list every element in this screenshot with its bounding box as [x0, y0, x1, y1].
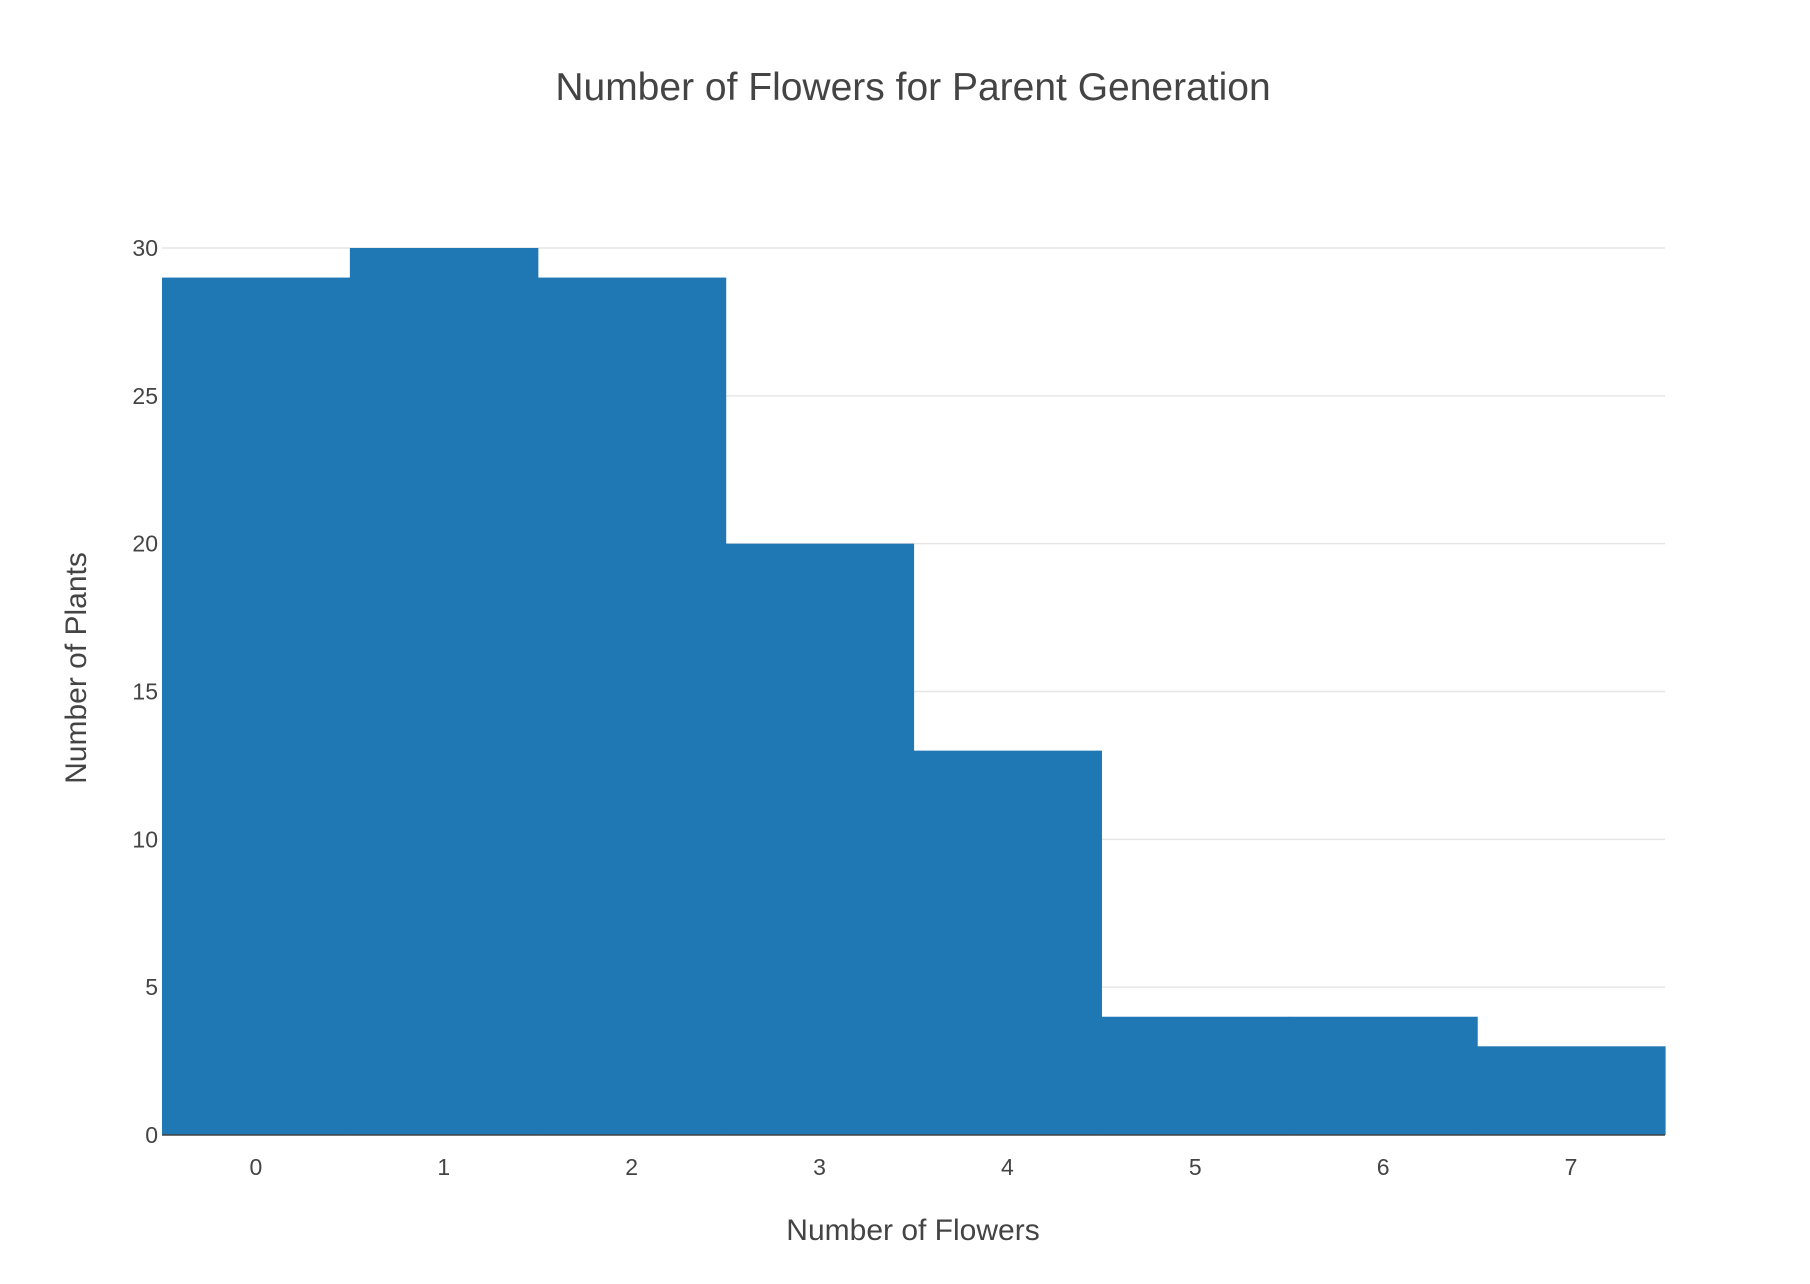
x-tick-label-2: 2 [625, 1154, 638, 1180]
bar-1[interactable] [349, 248, 539, 1135]
y-tick-label-5: 5 [145, 974, 158, 1000]
x-tick-label-3: 3 [813, 1154, 826, 1180]
chart-title: Number of Flowers for Parent Generation [555, 66, 1270, 109]
y-tick-label-10: 10 [132, 826, 158, 852]
y-tick-label-0: 0 [145, 1122, 158, 1148]
x-tick-label-7: 7 [1565, 1154, 1578, 1180]
bar-3[interactable] [725, 543, 915, 1135]
x-axis-title: Number of Flowers [786, 1214, 1039, 1247]
x-tick-label-4: 4 [1001, 1154, 1014, 1180]
y-tick-label-20: 20 [132, 531, 158, 557]
y-tick-label-15: 15 [132, 679, 158, 705]
x-tick-label-0: 0 [250, 1154, 263, 1180]
bar-7[interactable] [1477, 1046, 1666, 1135]
y-axis-ticks: 0 5 10 15 20 25 30 [132, 235, 158, 1148]
x-axis-ticks: 0 1 2 3 4 5 6 7 [250, 1154, 1578, 1180]
bars [162, 248, 1666, 1136]
bar-0[interactable] [162, 277, 351, 1136]
bar-5[interactable] [1101, 1016, 1290, 1135]
bar-6[interactable] [1289, 1016, 1478, 1135]
bar-4[interactable] [913, 750, 1102, 1135]
x-tick-label-5: 5 [1189, 1154, 1202, 1180]
x-tick-label-6: 6 [1377, 1154, 1390, 1180]
y-axis-title: Number of Plants [60, 552, 93, 784]
x-tick-label-1: 1 [437, 1154, 450, 1180]
bar-2[interactable] [537, 277, 727, 1136]
y-tick-label-25: 25 [132, 383, 158, 409]
y-tick-label-30: 30 [132, 235, 158, 261]
